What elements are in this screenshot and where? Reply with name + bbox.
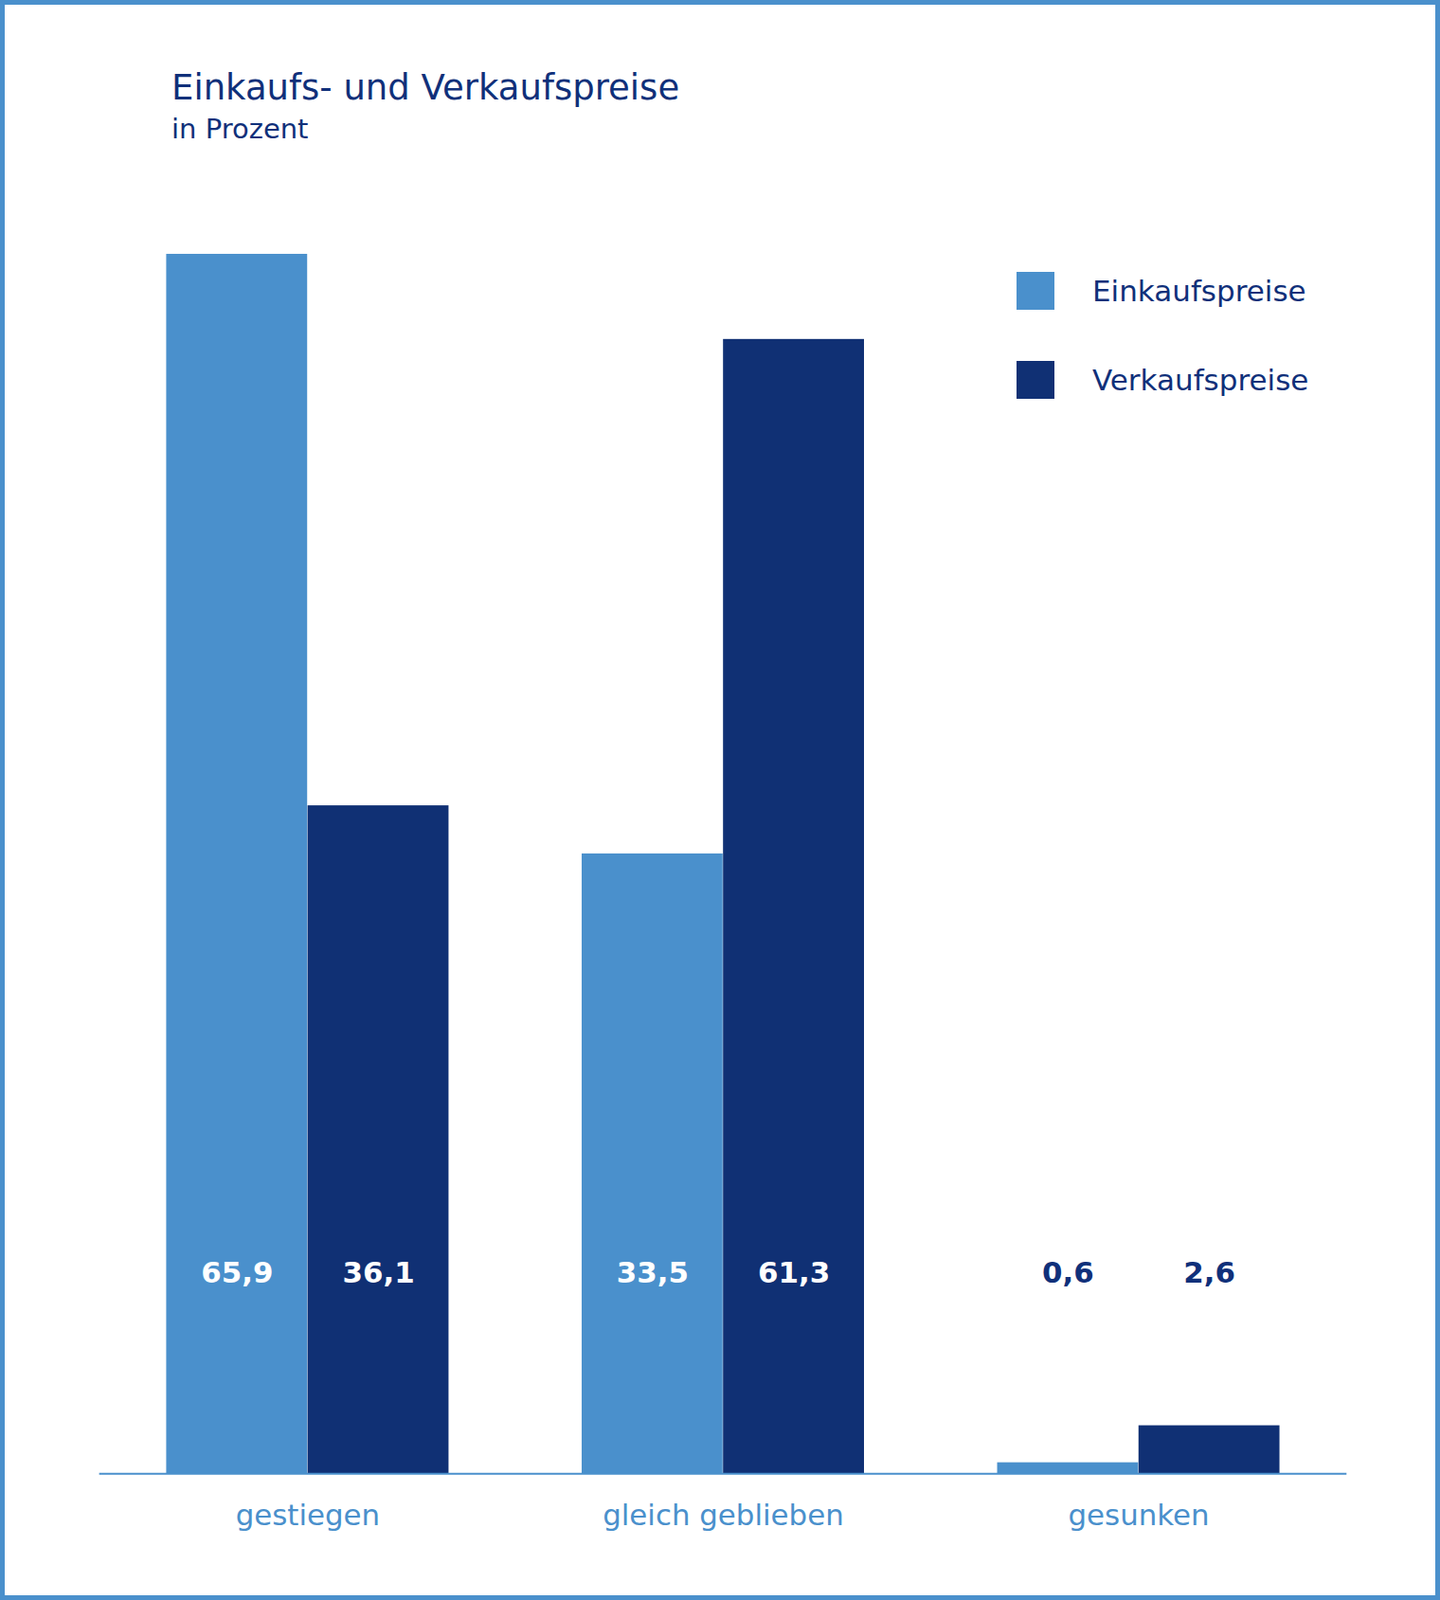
svg-text:65,9: 65,9 [200,1255,273,1290]
svg-text:gleich geblieben: gleich geblieben [602,1497,845,1532]
html-text:Verkaufspreise: Verkaufspreise [1092,362,1309,397]
html-text:Einkaufspreise: Einkaufspreise [1092,273,1307,308]
svg-text:33,5: 33,5 [616,1255,689,1290]
svg-text:gestiegen: gestiegen [235,1497,381,1532]
svg-text:36,1: 36,1 [342,1255,414,1290]
svg-text:2,6: 2,6 [1183,1255,1236,1290]
html-text:Einkaufs- und Verkaufspreise: Einkaufs- und Verkaufspreise [171,67,680,108]
svg-text:0,6: 0,6 [1042,1255,1095,1290]
html-text:in Prozent: in Prozent [171,112,309,145]
svg-text:gesunken: gesunken [1067,1497,1209,1532]
svg-text:61,3: 61,3 [757,1255,830,1290]
